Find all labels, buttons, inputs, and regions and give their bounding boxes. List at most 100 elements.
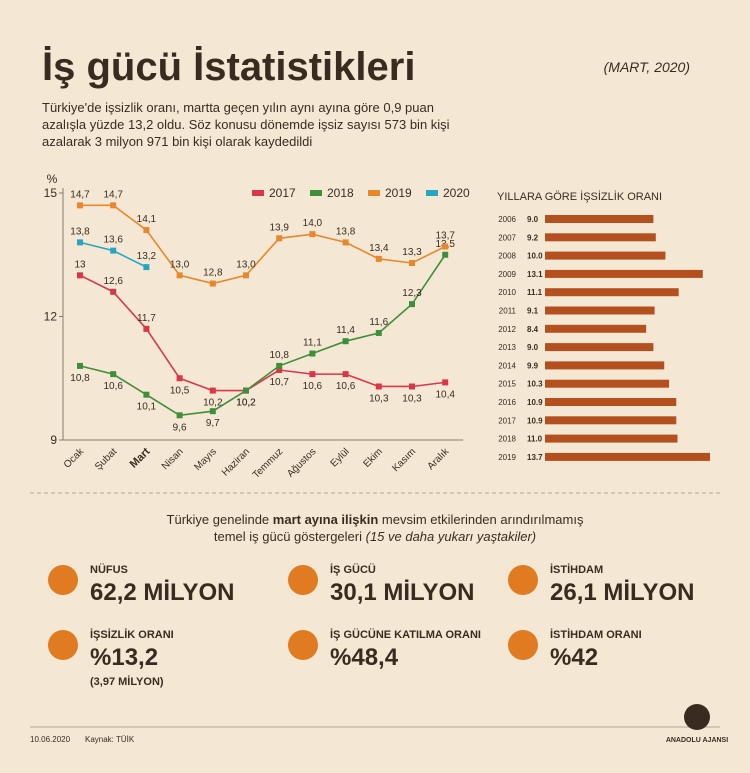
indicator-label: İŞ GÜCÜ xyxy=(330,563,376,576)
point xyxy=(77,239,83,246)
point xyxy=(243,272,249,279)
point xyxy=(375,383,382,390)
footer-agency: ANADOLU AJANSI xyxy=(666,737,728,744)
value-label: 13,8 xyxy=(336,226,356,237)
bar xyxy=(545,215,654,223)
value-label: 9.0 xyxy=(527,343,539,352)
page-title: İş gücü İstatistikleri xyxy=(42,45,415,89)
point xyxy=(442,379,449,386)
point xyxy=(409,301,415,308)
indicator-label: NÜFUS xyxy=(90,563,128,576)
indicators-intro: Türkiye genelinde mart ayına ilişkin mev… xyxy=(167,512,584,527)
bar xyxy=(545,288,679,297)
point xyxy=(143,264,150,271)
legend-label: 2018 xyxy=(327,186,354,200)
bar xyxy=(545,416,677,425)
indicator-note: (3,97 MİLYON) xyxy=(90,675,164,688)
point xyxy=(77,272,83,279)
value-label: 12,8 xyxy=(203,268,223,279)
value-label: 14,7 xyxy=(70,189,90,200)
bar xyxy=(545,434,678,443)
intro-line: azalışla yüzde 13,2 oldu. Söz konusu dön… xyxy=(42,117,450,132)
value-label: 9.1 xyxy=(527,307,539,316)
value-label: 10,1 xyxy=(137,402,157,413)
y-tick-label: 2010 xyxy=(498,288,516,297)
value-label: 14,1 xyxy=(137,214,157,225)
value-label: 8.4 xyxy=(527,325,539,334)
value-label: 10.9 xyxy=(527,398,543,407)
value-label: 10,2 xyxy=(203,398,223,409)
indicators-intro: temel iş gücü göstergeleri (15 ve daha y… xyxy=(214,529,536,544)
value-label: 13,8 xyxy=(70,226,90,237)
point xyxy=(143,325,150,332)
icon xyxy=(288,565,318,595)
bar xyxy=(545,306,655,315)
indicator-label: İŞ GÜCÜNE KATILMA ORANI xyxy=(330,628,481,641)
series-line xyxy=(79,254,446,417)
value-label: 11.1 xyxy=(527,288,543,297)
value-label: 11,4 xyxy=(336,325,355,336)
y-tick-label: 2016 xyxy=(498,398,516,407)
value-label: 10.3 xyxy=(527,380,543,389)
bar-chart-title: YILLARA GÖRE İŞSİZLİK ORANI xyxy=(497,190,662,203)
legend-label: 2019 xyxy=(385,186,412,200)
bar xyxy=(545,269,703,278)
bar xyxy=(545,361,665,370)
value-label: 9,7 xyxy=(206,418,220,429)
value-label: 11.0 xyxy=(527,435,543,444)
value-label: 12,3 xyxy=(402,288,422,299)
point xyxy=(342,338,349,345)
intro-part: temel iş gücü göstergeleri xyxy=(214,529,366,544)
icon xyxy=(48,630,78,660)
value-label: 10,8 xyxy=(269,350,289,361)
point xyxy=(276,362,283,369)
series-line xyxy=(80,204,446,285)
y-tick-label: 2019 xyxy=(498,453,516,462)
icon xyxy=(288,630,318,660)
value-label: 9,6 xyxy=(173,422,187,433)
value-label: 10,2 xyxy=(236,398,256,409)
point xyxy=(375,255,382,262)
bar xyxy=(545,452,710,461)
intro-part: Türkiye genelinde xyxy=(167,512,273,527)
y-axis-label: % xyxy=(47,172,58,186)
legend-swatch xyxy=(310,190,322,196)
bar xyxy=(545,233,656,242)
y-tick-label: 2012 xyxy=(498,325,516,334)
value-label: 11,1 xyxy=(303,338,322,349)
point xyxy=(209,387,216,394)
point xyxy=(409,259,415,266)
point xyxy=(176,272,183,279)
value-label: 10,7 xyxy=(269,377,289,388)
y-tick-label: 2007 xyxy=(498,233,516,242)
value-label: 10.0 xyxy=(527,252,543,261)
legend-swatch xyxy=(368,190,380,196)
page-date: (MART, 2020) xyxy=(604,59,690,75)
indicator-value: 26,1 MİLYON xyxy=(550,579,695,606)
value-label: 10,3 xyxy=(369,393,389,404)
indicator-value: %48,4 xyxy=(330,644,399,671)
y-tick-label: 2013 xyxy=(498,343,516,352)
y-tick-label: 2015 xyxy=(498,380,516,389)
value-label: 13 xyxy=(74,259,86,270)
value-label: 13,0 xyxy=(236,259,256,270)
point xyxy=(110,371,117,378)
y-tick-label: 9 xyxy=(50,433,57,447)
point xyxy=(77,362,83,369)
point xyxy=(110,288,117,295)
point xyxy=(442,251,449,258)
y-tick-label: 2011 xyxy=(499,307,517,316)
bar xyxy=(545,398,677,406)
icon xyxy=(508,565,538,595)
value-label: 13.7 xyxy=(527,453,543,462)
point xyxy=(110,202,117,209)
point xyxy=(409,383,415,390)
point xyxy=(209,280,216,287)
point xyxy=(309,371,316,378)
footer-date: 10.06.2020 xyxy=(30,735,71,744)
intro-line: azalarak 3 milyon 971 bin kişi olarak ka… xyxy=(42,134,312,149)
intro-part: (15 ve daha yukarı yaştakiler) xyxy=(366,529,537,544)
value-label: 11,6 xyxy=(369,317,388,328)
point xyxy=(276,235,283,242)
value-label: 14,7 xyxy=(103,189,123,200)
